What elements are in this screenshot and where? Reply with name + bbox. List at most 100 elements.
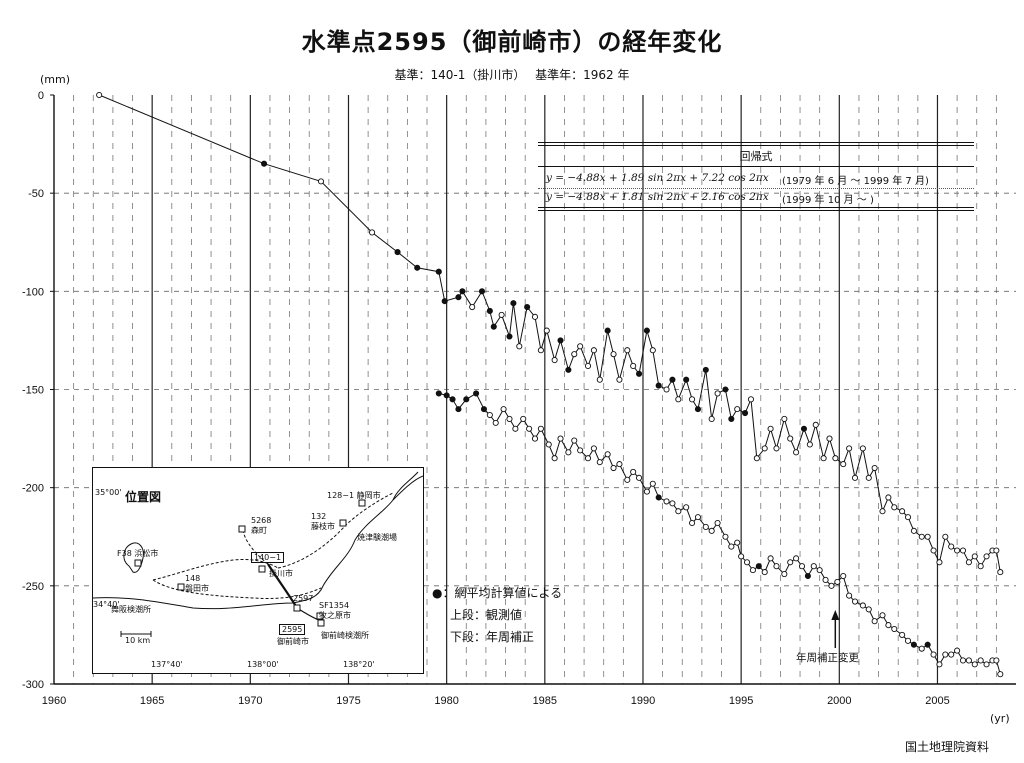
series-point-2 (571, 437, 578, 444)
series-point-1 (806, 441, 813, 448)
y-axis-unit: (mm) (40, 73, 71, 86)
regression-formula-1: y = −4.88x + 1.89 sin 2πx + 7.22 cos 2πx (546, 172, 769, 184)
series-point-2 (810, 563, 817, 570)
series-point-1 (459, 288, 466, 295)
series-point-2 (694, 514, 702, 521)
series-point-1 (997, 569, 1004, 576)
x-tick-label: 2005 (925, 695, 949, 707)
annotation-arrowhead (831, 610, 840, 620)
series-point-1 (832, 455, 839, 462)
series-point-2 (924, 641, 931, 648)
series-point-2 (840, 572, 847, 580)
series-point-2 (910, 641, 917, 648)
series-point-2 (537, 425, 544, 432)
series-point-1 (435, 268, 442, 275)
series-point-1 (899, 508, 906, 515)
series-point-1 (871, 464, 878, 472)
inset-140-1: 140−1 (251, 552, 285, 563)
series-point-1 (624, 347, 631, 354)
inset-2595: 2595 (279, 624, 306, 635)
series-point-1 (977, 563, 984, 570)
series-point-2 (675, 508, 682, 515)
y-tick-label: -100 (22, 286, 44, 298)
series-point-1 (812, 421, 819, 428)
series-point-1 (761, 445, 768, 452)
inset-lat-1: 35°00' (95, 488, 122, 497)
series-point-1 (317, 178, 325, 185)
x-tick-label: 2000 (827, 695, 851, 707)
series-point-1 (469, 303, 476, 311)
inset-title: 位置図 (125, 490, 162, 504)
series-point-1 (630, 362, 637, 369)
series-point-1 (683, 376, 690, 383)
series-point-2 (859, 602, 866, 609)
series-point-1 (910, 527, 917, 534)
series-point-1 (394, 249, 401, 256)
inset-hamamatsu: F38 浜松市 (117, 549, 159, 558)
inset-makinohara: SF1354 牧之原市 (319, 601, 351, 620)
regression-title: 回帰式 (739, 150, 773, 163)
y-tick-label: -200 (22, 483, 44, 495)
series-point-2 (977, 657, 984, 664)
series-point-2 (616, 461, 623, 468)
series-point-2 (787, 559, 794, 566)
series-point-1 (930, 547, 937, 554)
series-point-2 (834, 578, 841, 585)
series-point-2 (816, 567, 823, 574)
marker-sf1354 (316, 612, 324, 620)
series-point-1 (826, 435, 833, 442)
lake-hamana (123, 542, 144, 573)
series-point-1 (616, 376, 623, 383)
series-point-1 (604, 327, 611, 334)
series-point-2 (604, 451, 611, 458)
series-point-1 (694, 406, 702, 413)
series-point-2 (734, 539, 741, 546)
inset-lat-2: 34°40' (93, 600, 120, 609)
series-point-2 (520, 415, 527, 423)
regression-box: 回帰式 y = −4.88x + 1.89 sin 2πx + 7.22 cos… (538, 140, 974, 212)
series-point-2 (577, 447, 584, 454)
series-point-1 (936, 559, 943, 566)
series-point-1 (702, 366, 709, 373)
series-point-2 (455, 406, 462, 413)
series-point-2 (885, 622, 892, 629)
series-point-2 (722, 533, 729, 540)
series-point-1 (959, 547, 967, 554)
series-point-2 (663, 498, 670, 505)
series-point-1 (663, 386, 670, 393)
series-point-1 (689, 396, 696, 403)
inset-fujieda: 132 藤枝市 (311, 512, 335, 531)
series-point-2 (636, 474, 643, 481)
series-point-2 (590, 445, 597, 452)
series-point-1 (714, 390, 721, 397)
series-point-2 (596, 459, 603, 466)
inset-kakegawa: 掛川市 (269, 569, 293, 578)
series-point-1 (924, 533, 931, 540)
series-point-1 (787, 435, 794, 442)
series-point-2 (851, 598, 859, 605)
series-point-2 (714, 519, 721, 527)
page-subtitle: 基準：140-1（掛川市） 基準年：1962 年 (394, 68, 630, 82)
series-point-1 (577, 343, 584, 350)
series-point-2 (689, 519, 696, 527)
series-point-2 (624, 476, 631, 483)
series-point-1 (820, 455, 827, 462)
series-point-2 (942, 651, 949, 658)
regression-period-1: (1979 年 6 月 〜 1999 年 7 月) (782, 176, 929, 187)
series-point-1 (846, 445, 853, 452)
series-point-1 (728, 415, 735, 423)
series-point-1 (904, 514, 912, 521)
series-point-2 (708, 527, 715, 534)
series-point-2 (480, 406, 488, 413)
series-point-2 (904, 637, 912, 644)
marker-148 (177, 583, 185, 591)
legend-lower: 下段：年周補正 (450, 630, 535, 644)
series-point-1 (747, 396, 755, 403)
series-point-2 (930, 651, 937, 658)
inset-maisaka: 舞阪検潮所 (111, 605, 151, 614)
inset-lon-1: 137°40' (151, 660, 183, 669)
marker-132 (339, 519, 347, 527)
marker-2597 (293, 604, 301, 612)
series-point-2 (551, 455, 558, 462)
x-tick-label: 1965 (140, 695, 164, 707)
